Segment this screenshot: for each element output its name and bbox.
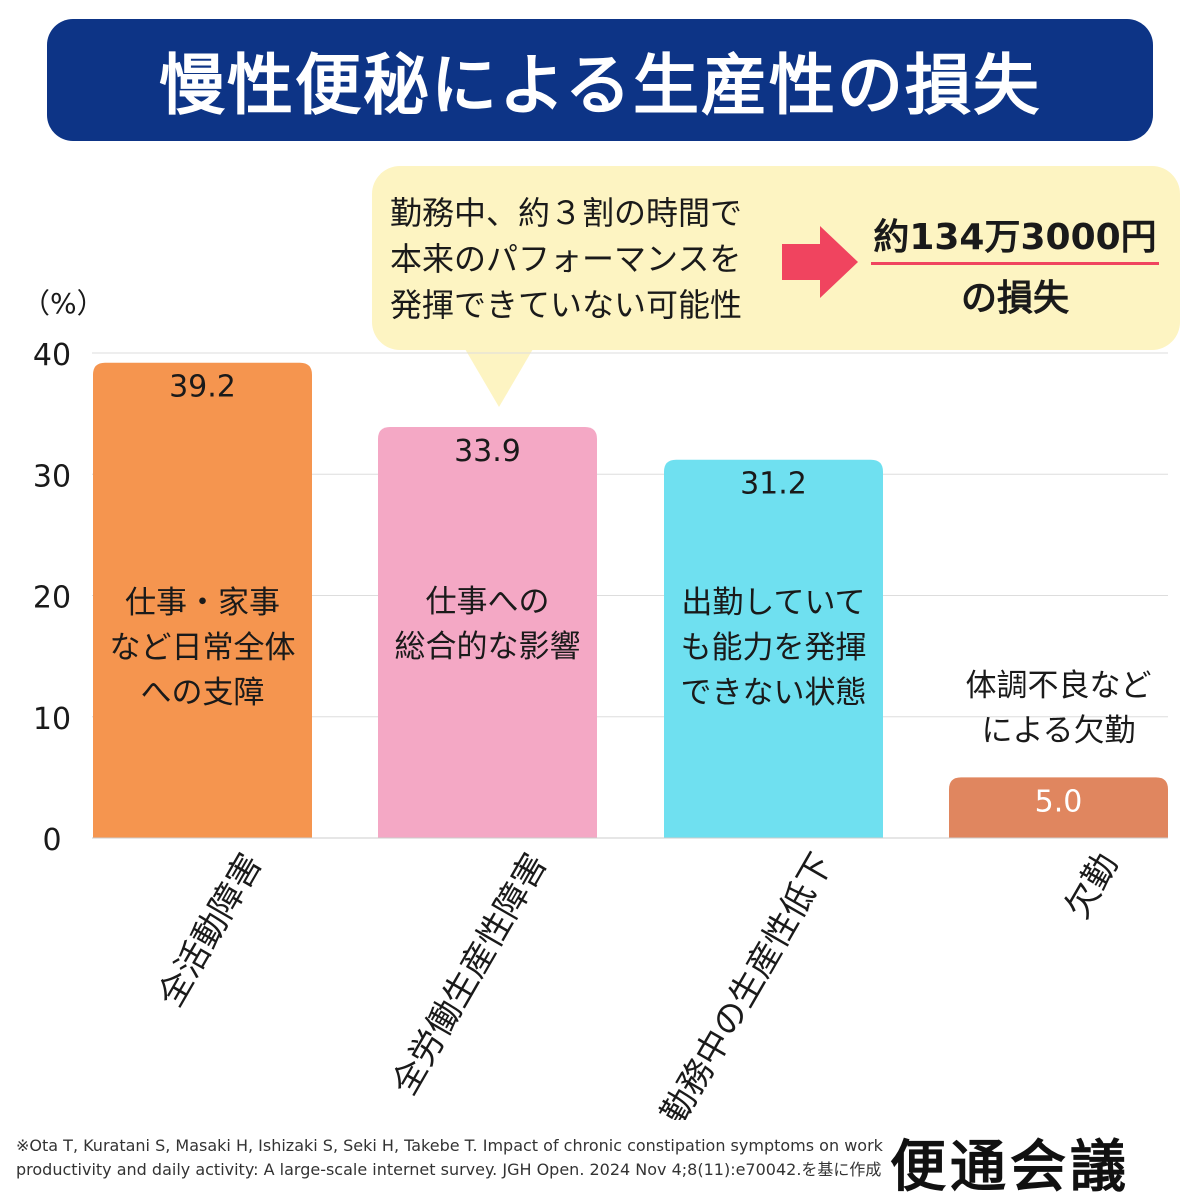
y-tick-label: 30	[33, 459, 71, 494]
callout-box: 勤務中、約３割の時間で 本来のパフォーマンスを 発揮できていない可能性 約134…	[372, 166, 1180, 350]
bar-description: 体調不良など	[966, 668, 1152, 704]
bar-description: 総合的な影響	[395, 629, 581, 665]
bar-value-label: 5.0	[1035, 784, 1083, 819]
bar	[949, 777, 1168, 838]
y-tick-label: 10	[33, 702, 71, 737]
bar	[378, 426, 597, 838]
title-banner: 慢性便秘による生産性の損失	[47, 19, 1153, 141]
bar-description: 出勤していて	[681, 585, 865, 621]
bar-value-label: 39.2	[169, 370, 236, 405]
bar-description: も能力を発揮	[681, 630, 867, 666]
x-category-label: 全活動障害	[151, 847, 271, 1014]
y-tick-label: 20	[33, 581, 71, 616]
bar	[93, 362, 312, 838]
callout-text: 勤務中、約３割の時間で 本来のパフォーマンスを 発揮できていない可能性	[390, 194, 743, 324]
y-tick-label: 0	[42, 823, 61, 858]
x-category-label: 欠勤	[1058, 847, 1127, 926]
result-amount: 約134万3000円	[871, 208, 1159, 265]
page-title: 慢性便秘による生産性の損失	[158, 47, 1042, 124]
callout-tail	[465, 349, 533, 407]
bar-description: による欠勤	[981, 713, 1135, 749]
callout-result: 約134万3000円 の損失	[857, 208, 1173, 321]
bar-description: 仕事・家事	[125, 585, 280, 621]
bar-value-label: 31.2	[740, 467, 807, 502]
brand-logo: 便通会議	[890, 1135, 1130, 1200]
y-axis-unit-label: （%）	[22, 287, 105, 320]
x-category-label: 全労働生産性障害	[385, 847, 556, 1103]
right-arrow-icon	[782, 226, 858, 298]
bar-value-label: 33.9	[454, 434, 521, 469]
bar-description: できない状態	[681, 675, 867, 711]
bar-description: 仕事への	[426, 584, 550, 620]
footnote: ※Ota T, Kuratani S, Masaki H, Ishizaki S…	[16, 1136, 883, 1179]
bar-description: への支障	[141, 675, 265, 711]
bar-description: など日常全体	[110, 630, 296, 666]
bar	[664, 459, 883, 838]
result-suffix: の損失	[960, 278, 1069, 319]
y-tick-label: 40	[33, 338, 71, 373]
x-category-label: 勤務中の生産性低下	[654, 847, 842, 1121]
